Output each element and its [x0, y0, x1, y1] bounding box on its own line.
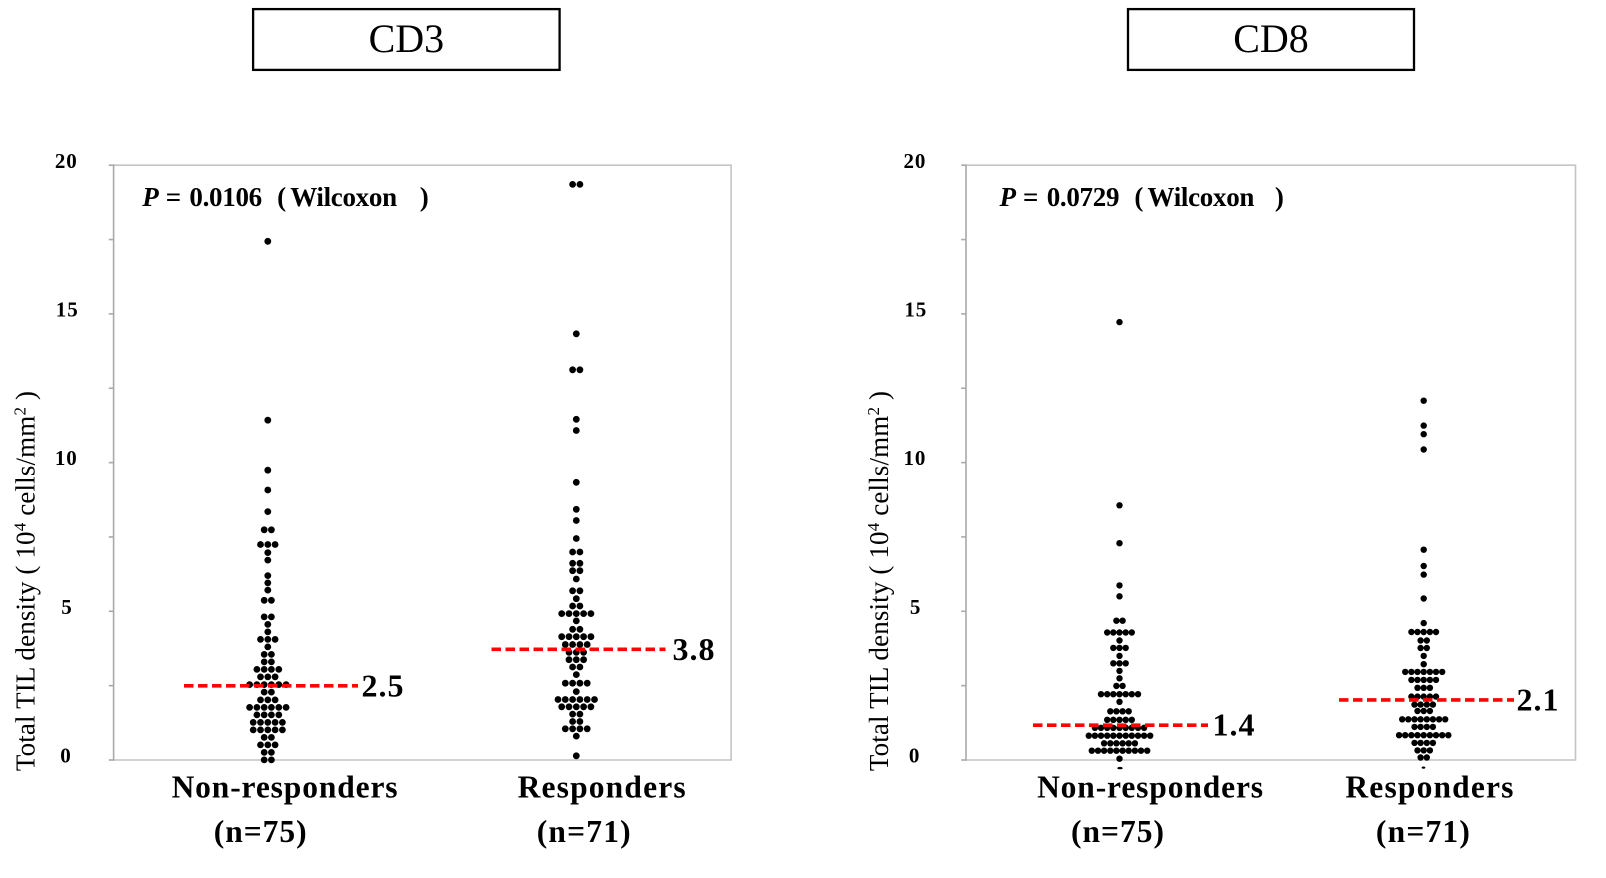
svg-text:Total TIL density ( 104 cells/: Total TIL density ( 104 cells/mm2 ) — [11, 391, 41, 771]
svg-text:0: 0 — [60, 744, 71, 768]
svg-text:3.8: 3.8 — [673, 631, 716, 667]
svg-text:15: 15 — [56, 298, 79, 322]
svg-text:2.1: 2.1 — [1517, 681, 1560, 717]
svg-text:0: 0 — [909, 744, 920, 768]
svg-text:Responders: Responders — [1345, 770, 1514, 805]
svg-text:(n=71): (n=71) — [537, 814, 632, 849]
svg-text:Total TIL density ( 104 cells/: Total TIL density ( 104 cells/mm2 ) — [864, 391, 894, 771]
svg-text:CD8: CD8 — [1233, 16, 1309, 61]
svg-text:Non-responders: Non-responders — [1037, 770, 1264, 805]
svg-text:Non-responders: Non-responders — [172, 770, 399, 805]
svg-text:(n=71): (n=71) — [1376, 814, 1471, 849]
svg-text:5: 5 — [910, 595, 921, 619]
svg-text:20: 20 — [904, 149, 927, 173]
svg-text:P=0.0106(Wilcoxon): P = 0.0106(Wilcoxon) — [141, 182, 429, 212]
svg-text:5: 5 — [61, 595, 72, 619]
svg-text:10: 10 — [55, 446, 78, 470]
svg-text:10: 10 — [904, 446, 927, 470]
svg-text:(n=75): (n=75) — [1071, 814, 1165, 849]
svg-text:15: 15 — [904, 298, 927, 322]
svg-text:P=0.0729(Wilcoxon): P = 0.0729(Wilcoxon) — [999, 182, 1284, 212]
svg-text:1.4: 1.4 — [1213, 707, 1256, 743]
svg-text:Responders: Responders — [518, 770, 687, 805]
svg-text:CD3: CD3 — [369, 16, 445, 61]
svg-text:(n=75): (n=75) — [214, 814, 308, 849]
svg-text:20: 20 — [55, 149, 78, 173]
svg-text:2.5: 2.5 — [362, 667, 405, 703]
